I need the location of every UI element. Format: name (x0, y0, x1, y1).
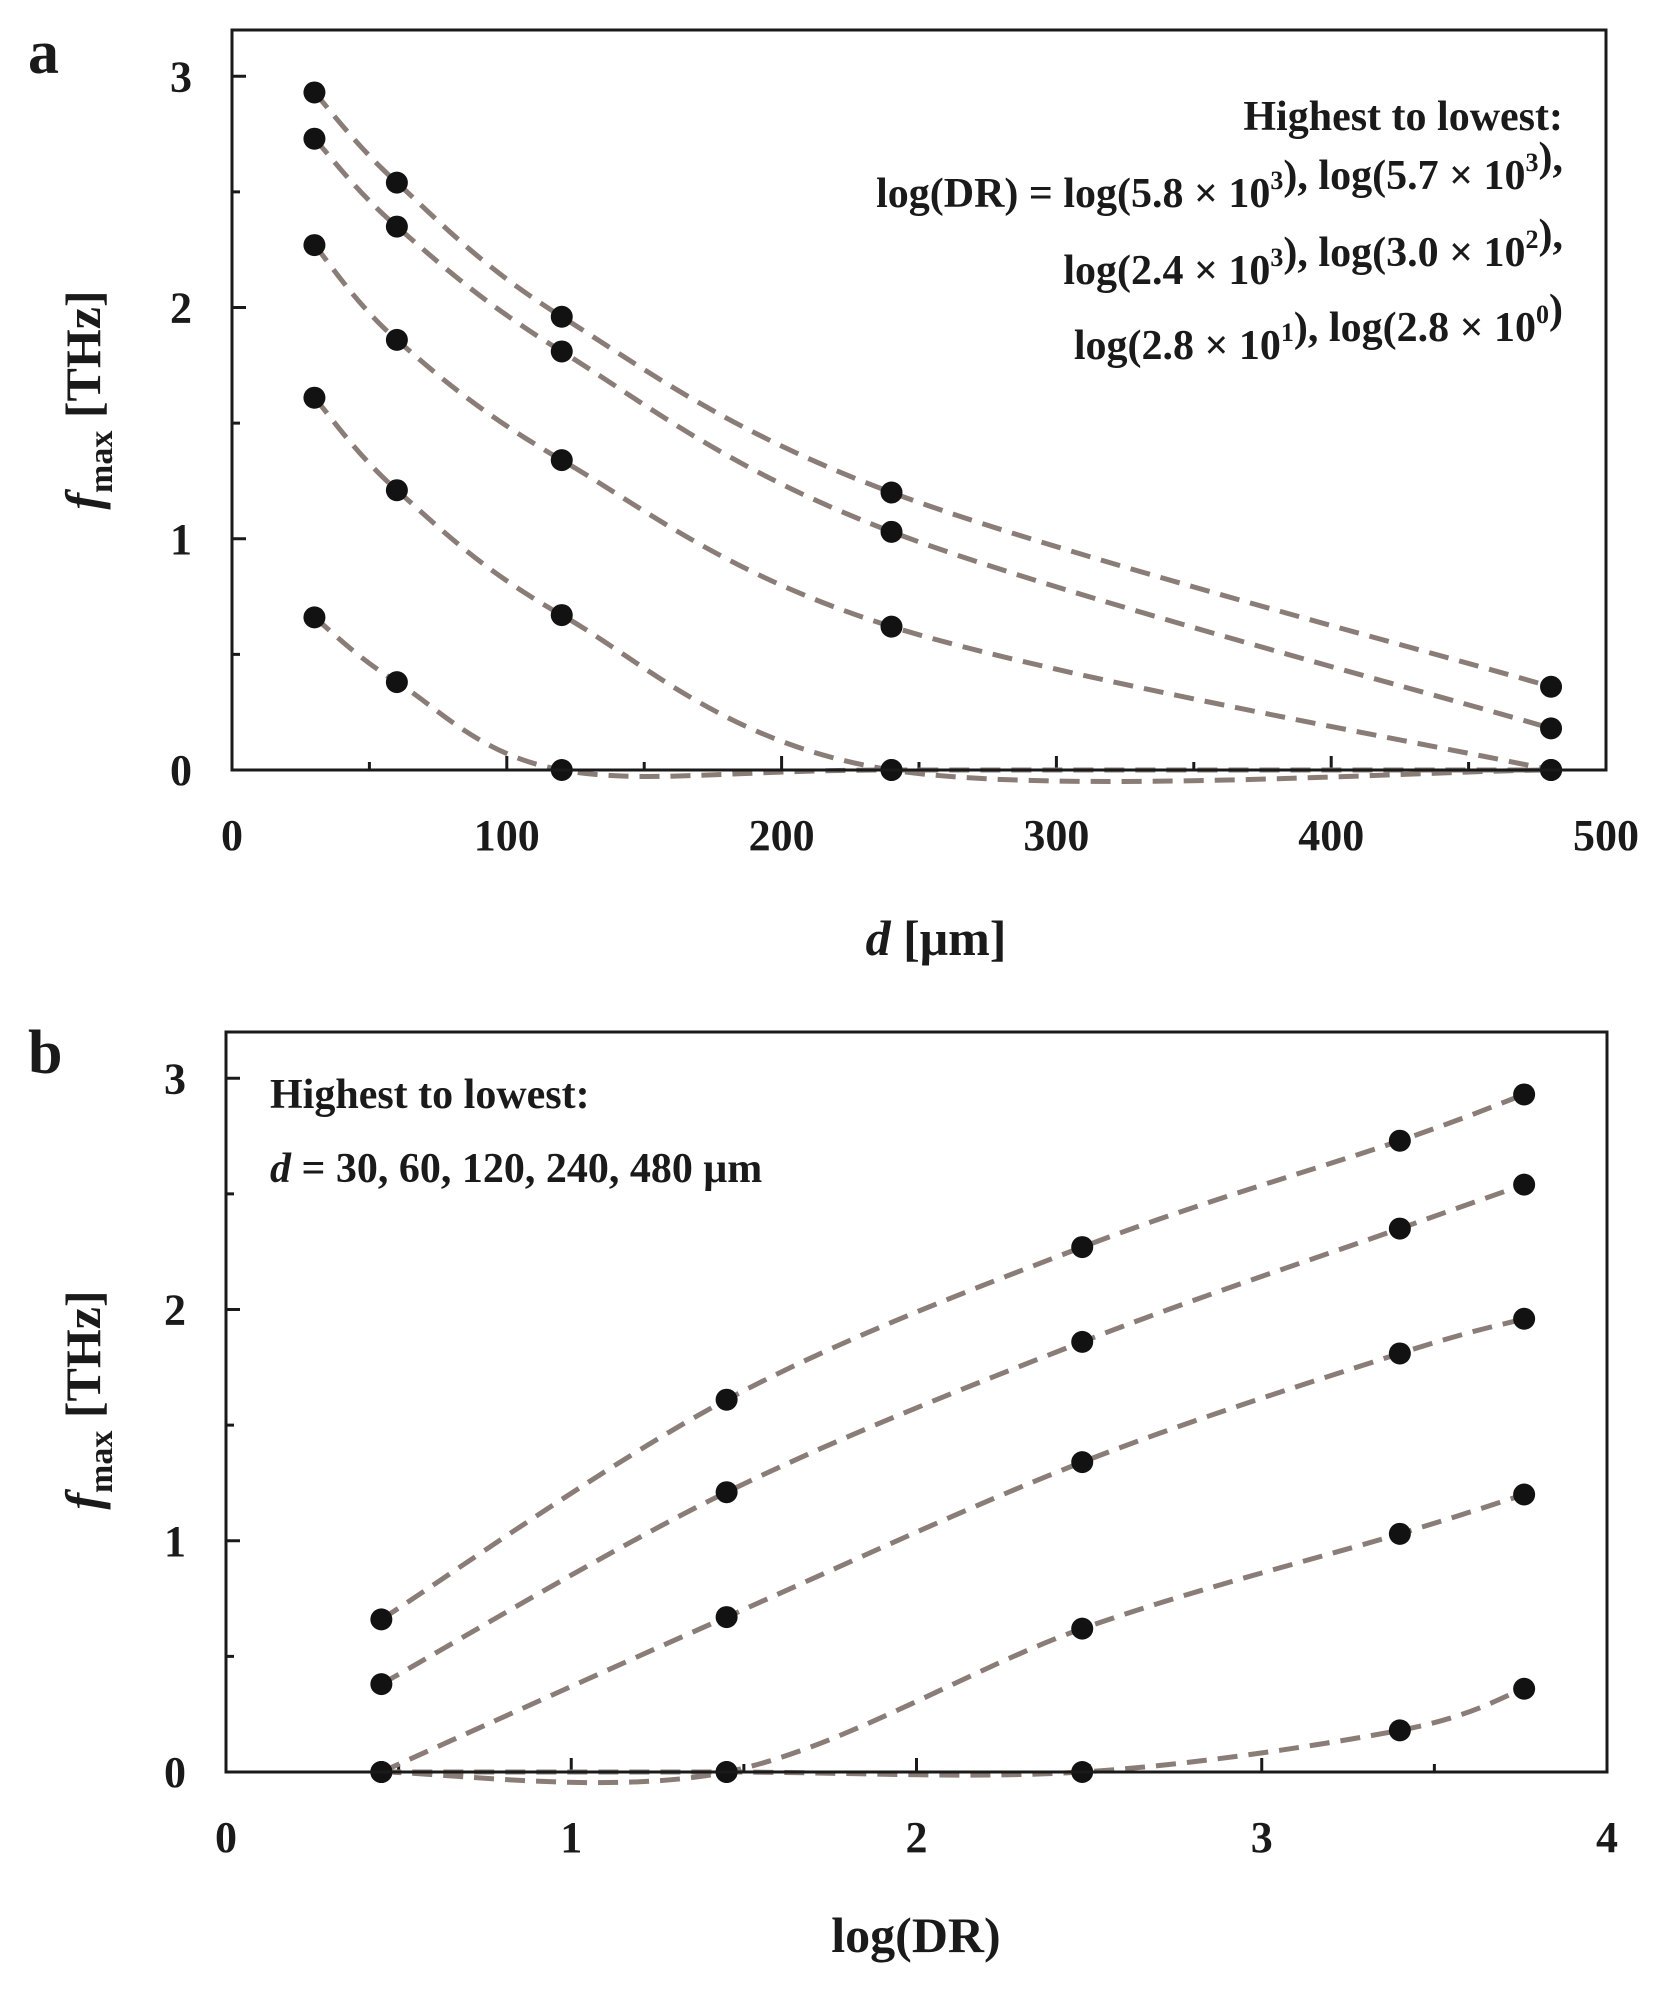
data-point-a-0-4 (1540, 675, 1563, 698)
data-point-b-4-3 (1388, 1719, 1411, 1742)
y-axis-label-a: fmax [THz] (55, 290, 120, 509)
data-point-b-2-2 (1071, 1451, 1094, 1474)
data-point-b-0-4 (1513, 1083, 1536, 1106)
data-point-b-1-3 (1388, 1217, 1411, 1240)
annotation-line-a-2: log(2.4 × 103), log(3.0 × 102), (1063, 212, 1563, 294)
data-point-a-0-3 (880, 481, 903, 504)
data-point-b-2-4 (1513, 1307, 1536, 1330)
y-tick-label-a-2: 2 (170, 284, 192, 333)
data-point-b-3-4 (1513, 1483, 1536, 1506)
y-axis-label-b: fmax [THz] (55, 1290, 120, 1509)
annotation-line-b-0: Highest to lowest: (270, 1072, 590, 1118)
y-tick-label-a-1: 1 (170, 515, 192, 564)
data-point-a-3-1 (385, 479, 408, 502)
x-tick-label-a-3: 300 (1023, 811, 1089, 860)
x-tick-label-a-1: 100 (474, 811, 540, 860)
panel-label-b: b (28, 1019, 62, 1087)
y-tick-label-a-3: 3 (170, 52, 192, 101)
data-point-b-0-0 (370, 1608, 393, 1631)
y-tick-label-b-0: 0 (164, 1748, 186, 1797)
data-point-a-0-0 (303, 81, 326, 104)
series-line-a-0 (312, 90, 1552, 690)
annotation-line-a-0: Highest to lowest: (1243, 94, 1563, 140)
annotation-a: Highest to lowest:log(DR) = log(5.8 × 10… (876, 94, 1563, 369)
data-point-b-0-2 (1071, 1236, 1094, 1259)
chart-panel-b: b 0 1 2 3 4 0 1 2 3 Highest to lowest: d = 30, 60… (28, 1019, 1618, 1963)
data-point-a-1-1 (385, 215, 408, 238)
annotation-b: Highest to lowest: d = 30, 60, 120, 240, … (270, 1072, 762, 1192)
chart-panel-a: a 0 100 200 300 400 500 0 1 2 3 Highest to lowest… (28, 19, 1639, 966)
x-tick-label-a-4: 400 (1298, 811, 1364, 860)
data-series-b (370, 1083, 1536, 1786)
annotation-line-a-3: log(2.8 × 101), log(2.8 × 100) (1074, 287, 1563, 369)
data-point-b-1-1 (715, 1481, 738, 1504)
plot-frame-a (230, 28, 1608, 772)
x-axis-label-b: log(DR) (831, 1907, 1000, 1963)
data-point-a-1-3 (880, 520, 903, 543)
y-tick-label-a-0: 0 (170, 746, 192, 795)
y-tick-label-b-1: 1 (164, 1517, 186, 1566)
y-tick-label-b-3: 3 (164, 1054, 186, 1103)
data-point-b-0-1 (715, 1388, 738, 1411)
data-point-a-4-0 (303, 606, 326, 629)
data-point-b-1-2 (1071, 1330, 1094, 1353)
data-point-b-2-1 (715, 1606, 738, 1629)
x-tick-label-b-2: 2 (906, 1813, 928, 1862)
series-line-a-3 (312, 396, 1552, 784)
data-point-a-2-3 (880, 615, 903, 638)
data-point-a-2-1 (385, 328, 408, 351)
data-point-b-1-0 (370, 1673, 393, 1696)
y-tick-label-b-2: 2 (164, 1286, 186, 1335)
axis-ticks-b: 0 1 2 3 4 0 1 2 3 (164, 1054, 1618, 1862)
data-point-a-2-0 (303, 234, 326, 257)
x-tick-label-b-3: 3 (1251, 1813, 1273, 1862)
data-point-b-4-4 (1513, 1677, 1536, 1700)
panel-label-a: a (28, 19, 59, 87)
data-point-b-3-3 (1388, 1522, 1411, 1545)
data-point-b-2-3 (1388, 1342, 1411, 1365)
data-point-a-2-2 (550, 449, 573, 472)
series-line-a-1 (312, 136, 1552, 731)
data-point-a-4-1 (385, 671, 408, 694)
data-point-a-1-0 (303, 127, 326, 150)
data-point-a-1-2 (550, 340, 573, 363)
data-point-a-3-2 (550, 604, 573, 627)
data-point-b-3-2 (1071, 1617, 1094, 1640)
x-tick-label-b-1: 1 (560, 1813, 582, 1862)
x-tick-label-a-5: 500 (1573, 811, 1639, 860)
plot-frame-b (224, 1030, 1609, 1774)
x-tick-label-b-4: 4 (1596, 1813, 1618, 1862)
annotation-line-a-1: log(DR) = log(5.8 × 103), log(5.7 × 103)… (876, 135, 1563, 217)
x-axis-label-a: d [μm] (866, 910, 1007, 966)
data-point-a-0-2 (550, 305, 573, 328)
data-point-b-1-4 (1513, 1173, 1536, 1196)
data-point-a-3-0 (303, 386, 326, 409)
series-line-b-1 (380, 1182, 1525, 1687)
data-point-b-0-3 (1388, 1129, 1411, 1152)
x-tick-label-a-2: 200 (749, 811, 815, 860)
x-tick-label-a-0: 0 (221, 811, 243, 860)
series-line-b-2 (380, 1316, 1525, 1775)
x-tick-label-b-0: 0 (215, 1813, 237, 1862)
data-point-a-1-4 (1540, 717, 1563, 740)
annotation-line-b-1: d = 30, 60, 120, 240, 480 μm (270, 1146, 762, 1192)
series-line-b-4 (381, 1686, 1525, 1778)
data-point-a-0-1 (385, 171, 408, 194)
